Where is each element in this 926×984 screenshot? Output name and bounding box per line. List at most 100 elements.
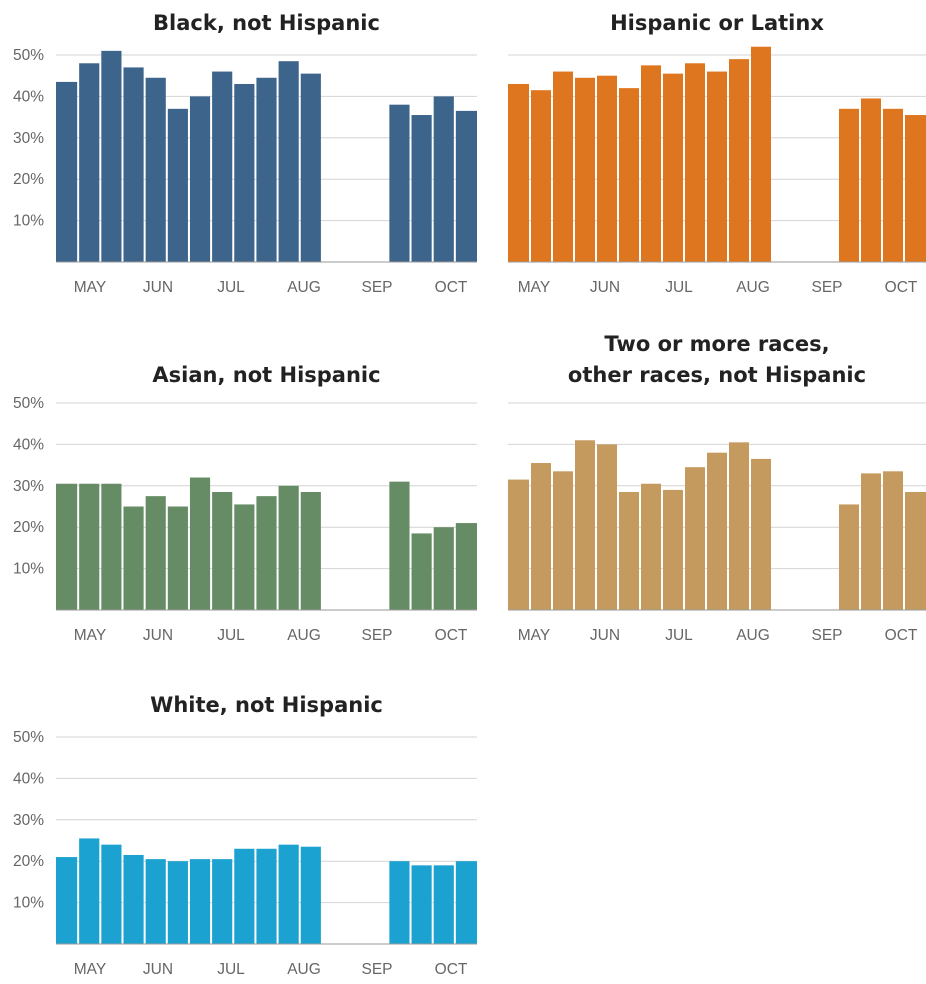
bar [56, 483, 78, 610]
x-tick-label: OCT [435, 279, 468, 296]
y-tick-label: 40% [13, 436, 44, 453]
bar [839, 108, 859, 262]
y-tick-label: 20% [13, 853, 44, 870]
x-tick-label: JUL [665, 279, 693, 296]
bar [508, 83, 529, 262]
x-tick-label: OCT [885, 279, 918, 296]
chart-title: Hispanic or Latinx [610, 11, 824, 35]
bar [212, 859, 233, 944]
bar [123, 506, 144, 610]
y-tick-label: 10% [13, 213, 44, 230]
bar [531, 463, 551, 610]
bar [256, 77, 277, 263]
chart-title: White, not Hispanic [150, 693, 383, 717]
x-tick-label: JUL [217, 961, 245, 978]
x-tick-label: JUN [143, 627, 173, 644]
y-tick-label: 30% [13, 478, 44, 495]
y-tick-label: 40% [13, 88, 44, 105]
bar [278, 485, 299, 610]
y-tick-label: 20% [13, 519, 44, 536]
bar [145, 859, 166, 944]
x-tick-label: MAY [74, 961, 106, 978]
bar [905, 115, 926, 262]
bar [145, 77, 166, 263]
bar [575, 440, 595, 610]
bar [411, 865, 432, 944]
chart-title: other races, not Hispanic [568, 363, 866, 387]
x-tick-label: MAY [74, 627, 106, 644]
bar [234, 504, 255, 610]
bar [729, 59, 749, 262]
x-tick-label: OCT [435, 961, 468, 978]
bar [101, 483, 122, 610]
x-tick-label: MAY [518, 627, 550, 644]
bar [619, 88, 639, 263]
bar [861, 98, 881, 262]
bar [278, 61, 299, 263]
chart-panel-asian: Asian, not Hispanic 10% 20% 30% 40% 50% MAY JUN… [0, 330, 480, 644]
x-tick-label: AUG [736, 279, 770, 296]
bar [751, 46, 771, 262]
x-tick-label: SEP [361, 279, 392, 296]
bar [685, 467, 705, 610]
chart-title: Two or more races, [604, 332, 829, 356]
x-tick-label: SEP [361, 627, 392, 644]
bar [389, 104, 410, 263]
bar [123, 854, 144, 944]
x-tick-label: MAY [74, 279, 106, 296]
y-tick-label: 20% [13, 171, 44, 188]
bar [411, 533, 432, 610]
bar [256, 848, 277, 944]
bar [145, 496, 166, 610]
bar [56, 857, 78, 944]
bar [300, 846, 321, 944]
bar [553, 471, 573, 610]
bar [234, 83, 255, 262]
x-tick-label: OCT [885, 627, 918, 644]
bar [553, 71, 573, 262]
bar [189, 477, 211, 610]
bar [101, 50, 122, 262]
bar [641, 483, 661, 610]
x-tick-label: JUN [590, 279, 620, 296]
x-tick-label: SEP [361, 961, 392, 978]
bar [167, 506, 188, 610]
chart-svg-hispanic: Hispanic or Latinx MAY JUN JUL AUG SEP OCT [508, 11, 926, 296]
bar [433, 527, 454, 610]
y-tick-label: 30% [13, 130, 44, 147]
bar [167, 861, 188, 944]
bar [883, 108, 903, 262]
chart-svg-black: Black, not Hispanic 10% 20% 30% 40% 50% MAY JUN… [13, 11, 477, 296]
y-tick-label: 50% [13, 47, 44, 64]
bar [79, 838, 100, 944]
bar [531, 90, 551, 262]
y-tick-label: 30% [13, 812, 44, 829]
bar [508, 479, 529, 610]
bar [597, 75, 617, 262]
bar [685, 63, 705, 262]
chart-svg-two-or-more: Two or more races, other races, not Hispa… [508, 332, 926, 644]
bar [300, 492, 321, 610]
bar [411, 115, 432, 262]
bar [79, 483, 100, 610]
x-tick-label: AUG [287, 961, 321, 978]
x-tick-label: JUL [217, 627, 245, 644]
chart-panel-white: White, not Hispanic 10% 20% 30% 40% 50% MAY JUN… [0, 680, 480, 980]
bar [189, 859, 211, 944]
bar [389, 861, 410, 944]
x-tick-label: AUG [287, 279, 321, 296]
bar [751, 458, 771, 610]
bar [212, 71, 233, 262]
x-tick-label: JUL [217, 279, 245, 296]
bar [189, 96, 211, 263]
x-tick-label: JUL [665, 627, 693, 644]
bar [455, 861, 477, 944]
bar [839, 504, 859, 610]
bar [619, 492, 639, 610]
bar [56, 81, 78, 262]
bar [433, 865, 454, 944]
bar [663, 489, 683, 610]
x-tick-label: AUG [287, 627, 321, 644]
x-tick-label: OCT [435, 627, 468, 644]
chart-panel-black: Black, not Hispanic 10% 20% 30% 40% 50% MAY JUN… [0, 0, 480, 300]
